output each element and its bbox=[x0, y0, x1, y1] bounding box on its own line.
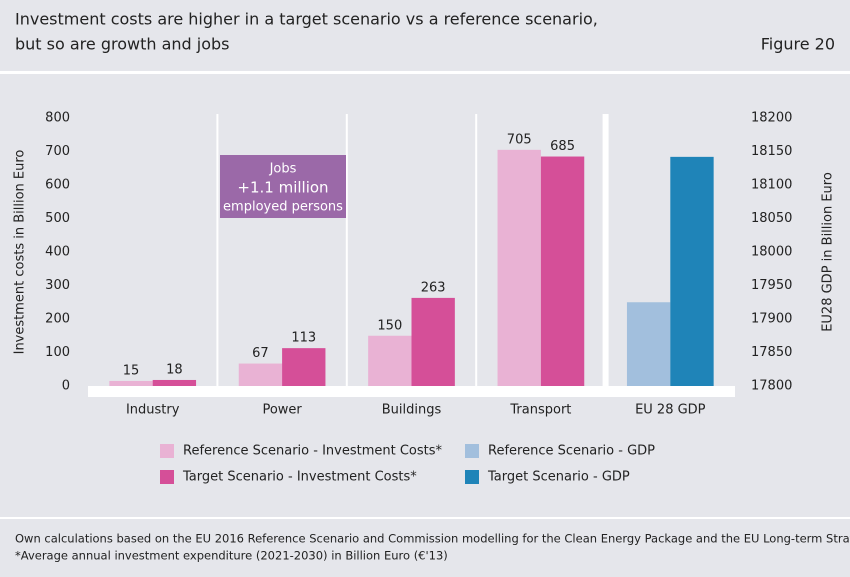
value-label: 15 bbox=[123, 363, 140, 378]
legend-label: Reference Scenario - Investment Costs* bbox=[183, 444, 443, 459]
legend-swatch bbox=[465, 470, 479, 484]
y2-tick-label: 18100 bbox=[751, 178, 792, 193]
x-tick-label: EU 28 GDP bbox=[635, 403, 706, 418]
note: *Average annual investment expenditure (… bbox=[15, 549, 448, 563]
separator bbox=[602, 114, 609, 394]
y2-tick-label: 18150 bbox=[751, 144, 792, 159]
bar bbox=[152, 379, 197, 386]
bar bbox=[238, 363, 283, 386]
y2-tick-label: 17950 bbox=[751, 278, 792, 293]
annotation-text: employed persons bbox=[223, 200, 343, 215]
legend-swatch bbox=[465, 444, 479, 458]
x-tick-label: Transport bbox=[509, 403, 571, 418]
y-tick-label: 200 bbox=[45, 312, 70, 327]
divider bbox=[0, 71, 850, 74]
x-tick-label: Industry bbox=[126, 403, 180, 418]
y2-tick-label: 18000 bbox=[751, 245, 792, 260]
y-tick-label: 0 bbox=[62, 379, 70, 394]
chart-title: Investment costs are higher in a target … bbox=[15, 10, 598, 29]
bar bbox=[626, 302, 671, 386]
value-label: 685 bbox=[550, 139, 575, 154]
y-tick-label: 800 bbox=[45, 111, 70, 126]
y-tick-label: 600 bbox=[45, 178, 70, 193]
baseline bbox=[88, 386, 735, 397]
y-tick-label: 300 bbox=[45, 278, 70, 293]
source: Own calculations based on the EU 2016 Re… bbox=[15, 532, 850, 546]
value-label: 67 bbox=[252, 346, 269, 361]
y2-tick-label: 17800 bbox=[751, 379, 792, 394]
figure-label: Figure 20 bbox=[761, 35, 835, 54]
bar bbox=[368, 335, 412, 386]
value-label: 150 bbox=[377, 318, 402, 333]
legend-label: Reference Scenario - GDP bbox=[488, 444, 655, 459]
y2-axis-title: EU28 GDP in Billion Euro bbox=[821, 172, 836, 332]
y2-tick-label: 17850 bbox=[751, 345, 792, 360]
y-axis-title: Investment costs in Billion Euro bbox=[13, 150, 28, 355]
y2-tick-label: 17900 bbox=[751, 312, 792, 327]
x-tick-label: Buildings bbox=[382, 403, 442, 418]
annotation-text: +1.1 million bbox=[237, 179, 328, 197]
legend-swatch bbox=[160, 470, 174, 484]
y-tick-label: 500 bbox=[45, 211, 70, 226]
bar bbox=[411, 297, 455, 386]
value-label: 705 bbox=[507, 132, 532, 147]
bar bbox=[497, 149, 541, 386]
separator bbox=[345, 114, 348, 394]
y2-tick-label: 18200 bbox=[751, 111, 792, 126]
y-tick-label: 100 bbox=[45, 345, 70, 360]
annotation-box bbox=[220, 155, 346, 218]
value-label: 18 bbox=[166, 362, 183, 377]
y2-tick-label: 18050 bbox=[751, 211, 792, 226]
legend-label: Target Scenario - Investment Costs* bbox=[182, 470, 417, 485]
value-label: 113 bbox=[291, 331, 316, 346]
y-tick-label: 700 bbox=[45, 144, 70, 159]
bar bbox=[670, 156, 714, 386]
value-label: 263 bbox=[421, 280, 446, 295]
bar bbox=[540, 156, 585, 386]
separator bbox=[475, 114, 478, 394]
divider bbox=[0, 517, 850, 519]
bar bbox=[109, 380, 153, 386]
y-tick-label: 400 bbox=[45, 245, 70, 260]
annotation-text: Jobs bbox=[269, 162, 297, 177]
x-tick-label: Power bbox=[262, 403, 302, 418]
chart-title: but so are growth and jobs bbox=[15, 35, 230, 54]
legend-label: Target Scenario - GDP bbox=[487, 470, 630, 485]
legend-swatch bbox=[160, 444, 174, 458]
bar bbox=[282, 348, 326, 386]
separator bbox=[216, 114, 219, 394]
